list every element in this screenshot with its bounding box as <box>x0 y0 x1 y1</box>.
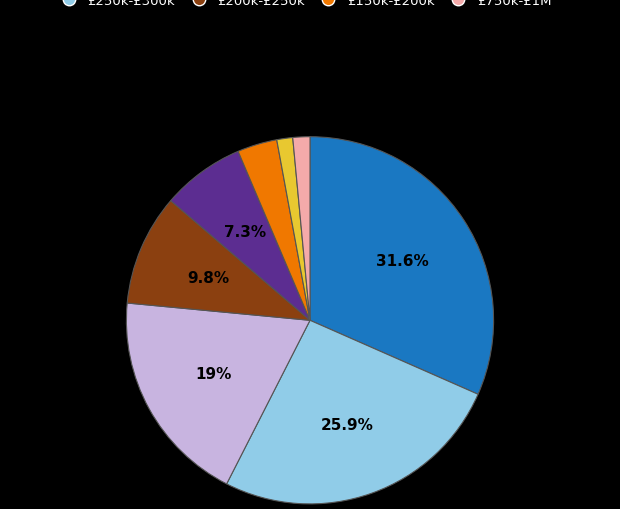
Legend: £300k-£400k, £250k-£300k, £400k-£500k, £200k-£250k, £500k-£750k, £150k-£200k, £1: £300k-£400k, £250k-£300k, £400k-£500k, £… <box>50 0 570 13</box>
Text: 7.3%: 7.3% <box>224 224 266 239</box>
Wedge shape <box>238 140 310 321</box>
Wedge shape <box>227 321 478 504</box>
Text: 31.6%: 31.6% <box>376 253 428 268</box>
Wedge shape <box>293 137 310 321</box>
Text: 19%: 19% <box>195 366 232 381</box>
Text: 9.8%: 9.8% <box>188 270 229 285</box>
Wedge shape <box>127 201 310 321</box>
Text: 25.9%: 25.9% <box>321 417 373 432</box>
Wedge shape <box>170 152 310 321</box>
Wedge shape <box>310 137 494 394</box>
Wedge shape <box>277 138 310 321</box>
Wedge shape <box>126 303 310 484</box>
